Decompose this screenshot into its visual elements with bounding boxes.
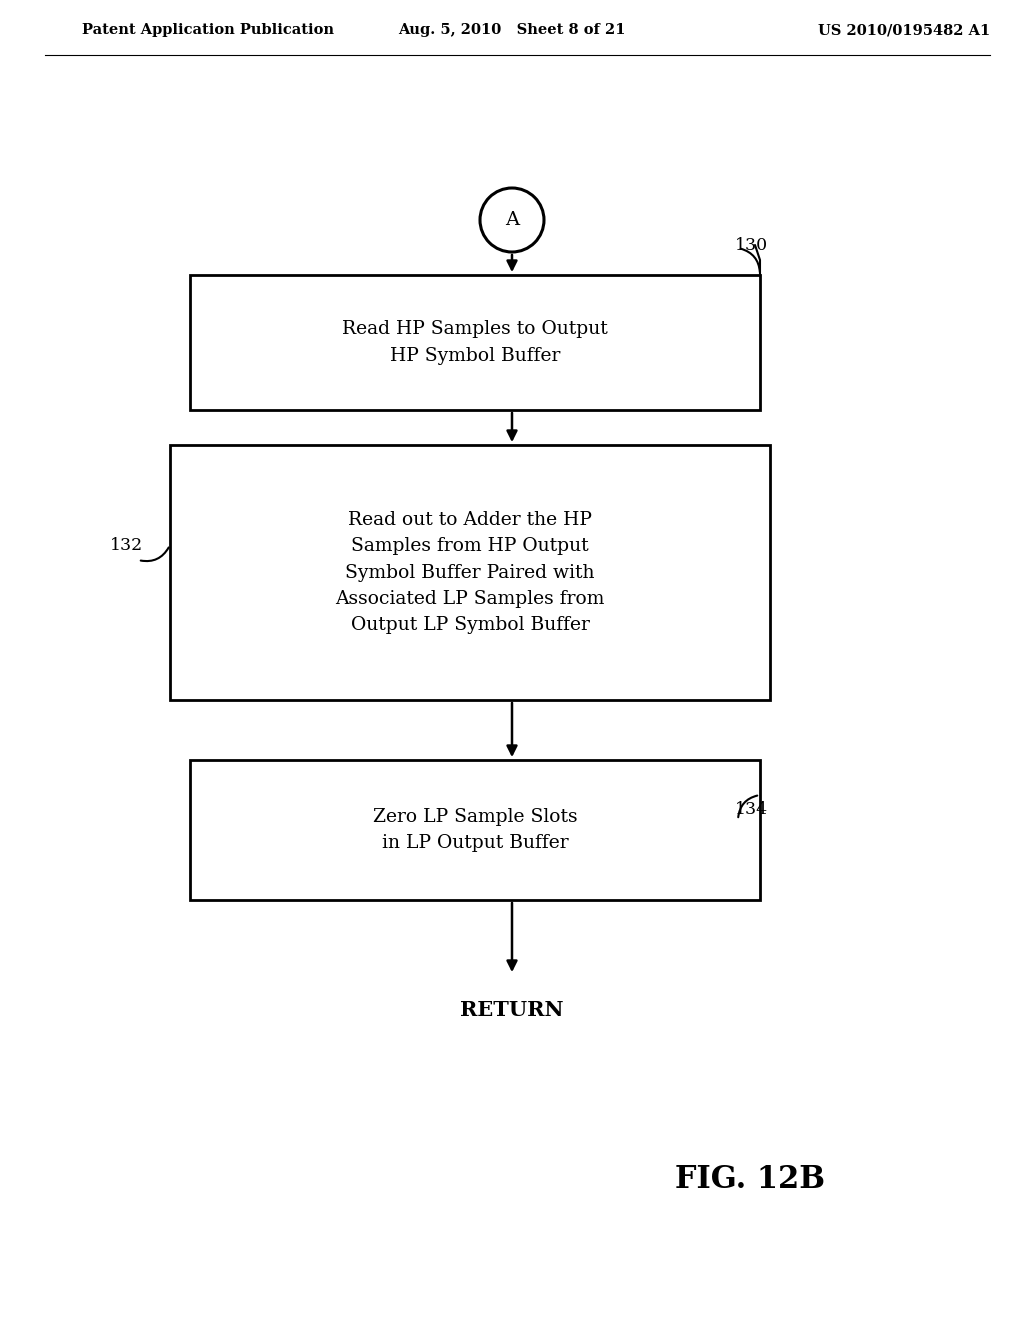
Text: Read out to Adder the HP
Samples from HP Output
Symbol Buffer Paired with
Associ: Read out to Adder the HP Samples from HP… <box>335 511 605 635</box>
Text: RETURN: RETURN <box>460 1001 564 1020</box>
Bar <box>190 760 760 900</box>
Text: 132: 132 <box>110 536 143 553</box>
Text: Read HP Samples to Output
HP Symbol Buffer: Read HP Samples to Output HP Symbol Buff… <box>342 321 608 364</box>
Bar <box>170 445 770 700</box>
Bar <box>190 275 760 411</box>
Text: 130: 130 <box>735 236 768 253</box>
Text: Aug. 5, 2010   Sheet 8 of 21: Aug. 5, 2010 Sheet 8 of 21 <box>398 22 626 37</box>
Text: A: A <box>505 211 519 228</box>
Text: US 2010/0195482 A1: US 2010/0195482 A1 <box>818 22 990 37</box>
Text: 134: 134 <box>735 801 768 818</box>
Text: FIG. 12B: FIG. 12B <box>675 1164 825 1196</box>
Text: Patent Application Publication: Patent Application Publication <box>82 22 334 37</box>
Text: Zero LP Sample Slots
in LP Output Buffer: Zero LP Sample Slots in LP Output Buffer <box>373 808 578 853</box>
